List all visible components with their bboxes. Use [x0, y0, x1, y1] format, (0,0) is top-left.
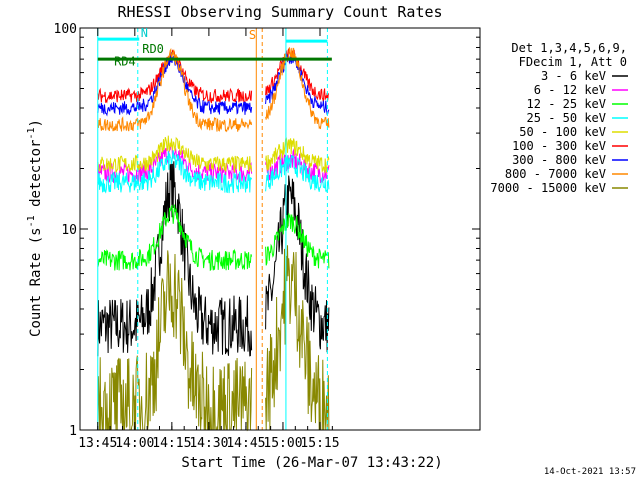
- series-layer: [97, 47, 330, 432]
- y-tick-label-1: 1: [69, 424, 77, 439]
- annotation-4: S: [249, 28, 256, 42]
- x-axis-label: Start Time (26-Mar-07 13:43:22): [181, 455, 442, 471]
- legend-label-8: 800 - 7000 keV: [505, 167, 606, 181]
- x-tick-label-2: 14:00: [115, 436, 154, 451]
- annotation-3: RD4: [114, 55, 136, 69]
- y-axis-ticks: 1 10 100: [54, 22, 480, 439]
- x-tick-label-7: 15:15: [300, 436, 339, 451]
- legend-header-1: Det 1,3,4,5,6,9,: [511, 41, 627, 55]
- footer-timestamp: 14-Oct-2021 13:57: [544, 467, 636, 477]
- legend-label-6: 100 - 300 keV: [512, 139, 606, 153]
- legend: Det 1,3,4,5,6,9,FDecim 1, Att 03 - 6 keV…: [490, 41, 628, 195]
- legend-label-1: 3 - 6 keV: [541, 69, 606, 83]
- annotation-2: RD0: [142, 42, 164, 56]
- legend-label-2: 6 - 12 keV: [534, 83, 606, 97]
- series-line-5: [97, 135, 330, 174]
- x-tick-label-6: 15:00: [263, 436, 302, 451]
- legend-label-5: 50 - 100 keV: [519, 125, 606, 139]
- series-line-4: [97, 150, 330, 194]
- annotation-1: N: [141, 26, 148, 40]
- y-tick-label-3: 100: [54, 22, 77, 37]
- y-axis-label: Count Rate (s-1 detector-1): [26, 119, 44, 337]
- x-tick-label-3: 14:15: [152, 436, 191, 451]
- legend-label-4: 25 - 50 keV: [527, 111, 606, 125]
- legend-label-3: 12 - 25 keV: [527, 97, 606, 111]
- x-tick-label-1: 13:45: [78, 436, 117, 451]
- series-line-3: [97, 204, 330, 272]
- annotation-layer: N RD0 RD4 S: [114, 26, 256, 68]
- legend-header-2: FDecim 1, Att 0: [519, 55, 627, 69]
- marker-layer: [97, 28, 332, 430]
- series-line-9: [97, 245, 330, 432]
- chart-title: RHESSI Observing Summary Count Rates: [117, 3, 442, 21]
- x-tick-label-4: 14:30: [189, 436, 228, 451]
- legend-label-9: 7000 - 15000 keV: [490, 181, 606, 195]
- y-tick-label-2: 10: [61, 223, 77, 238]
- x-tick-label-5: 14:45: [226, 436, 265, 451]
- series-line-1: [97, 161, 330, 357]
- legend-label-7: 300 - 800 keV: [512, 153, 606, 167]
